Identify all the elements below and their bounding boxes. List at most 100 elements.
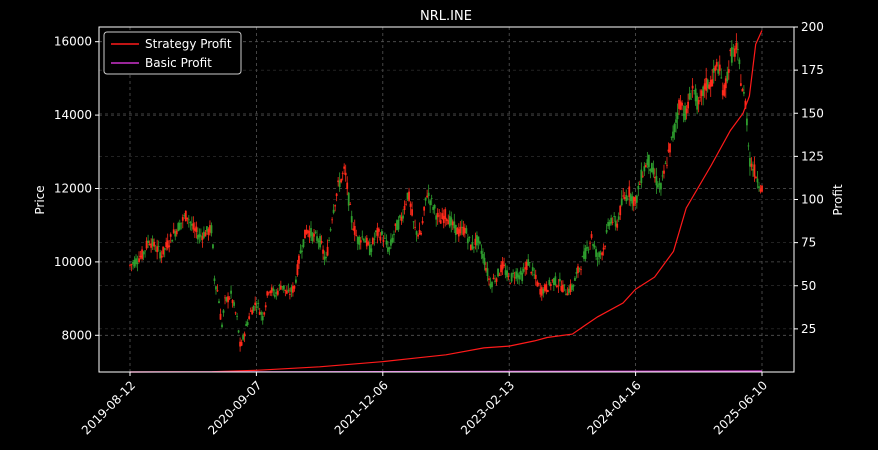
candle-body: [521, 272, 524, 282]
candle-body: [396, 220, 398, 231]
candle-body: [245, 324, 248, 326]
candle-body: [664, 163, 667, 165]
candle-body: [322, 249, 324, 254]
candle-body: [412, 221, 415, 223]
candle-body: [750, 163, 753, 167]
candle-body: [504, 270, 507, 275]
candle-body: [667, 149, 670, 152]
candle-body: [637, 185, 640, 190]
candle-body: [441, 213, 444, 220]
candle-body: [341, 173, 344, 174]
candle-body: [368, 244, 371, 255]
candle-body: [418, 229, 421, 235]
candle-body: [204, 232, 207, 237]
candle-body: [402, 215, 404, 219]
candle-body: [752, 169, 754, 171]
candle-body: [364, 240, 367, 243]
candle-body: [165, 242, 168, 248]
candle-body: [631, 196, 634, 204]
candle-body: [528, 262, 531, 263]
candle-body: [525, 261, 528, 270]
candle-body: [427, 192, 430, 197]
y-axis-left: 8000 10000 12000 14000 16000: [54, 35, 99, 342]
candle-body: [138, 258, 140, 263]
candle-body: [325, 256, 327, 258]
candle-body: [195, 226, 198, 232]
candle-body: [314, 231, 317, 233]
candle-body: [718, 64, 721, 71]
candle-body: [746, 118, 748, 126]
candle-body: [635, 195, 638, 203]
candle-body: [310, 228, 312, 236]
candle-body: [652, 167, 655, 175]
candle-body: [305, 229, 308, 234]
candle-body: [546, 290, 549, 292]
candle-body: [376, 227, 379, 236]
candle-body: [694, 88, 697, 102]
candle-body: [620, 198, 623, 206]
candle-body: [136, 262, 139, 265]
candle-body: [483, 257, 486, 265]
candle-body: [290, 287, 293, 292]
candle-body: [617, 216, 620, 220]
candle-body: [641, 175, 644, 177]
candle-body: [755, 177, 757, 179]
strategy-profit-line: [129, 30, 763, 373]
candle-body: [611, 221, 614, 223]
candle-body: [703, 83, 706, 90]
y-tick-label: 8000: [61, 328, 92, 342]
candle-body: [370, 248, 373, 252]
y2-tick-label: 25: [801, 322, 816, 336]
candle-body: [423, 206, 426, 211]
candle-body: [150, 243, 153, 248]
candle-body: [647, 154, 650, 168]
candle-body: [156, 246, 159, 253]
candle-body: [741, 89, 744, 92]
candle-body: [480, 250, 483, 254]
candle-body: [397, 219, 400, 230]
candle-body: [311, 232, 314, 242]
candle-body: [601, 252, 604, 256]
candle-body: [460, 226, 463, 228]
candle-body: [338, 180, 341, 188]
candle-body: [415, 231, 418, 235]
candle-body: [359, 240, 362, 243]
candle-body: [337, 180, 340, 183]
candle-body: [264, 305, 267, 308]
candle-body: [739, 83, 742, 86]
candle-body: [516, 273, 519, 278]
candle-body: [479, 241, 481, 244]
candle-body: [727, 69, 730, 73]
candle-body: [246, 322, 249, 325]
candle-body: [649, 168, 652, 172]
candle-body: [638, 184, 641, 186]
candle-body: [417, 234, 419, 237]
candle-body: [279, 285, 282, 290]
candle-body: [285, 290, 288, 294]
candle-body: [206, 226, 208, 232]
candle-body: [602, 247, 605, 250]
candle-body: [747, 145, 750, 147]
candle-body: [693, 90, 696, 92]
candle-body: [672, 131, 674, 138]
candle-body: [700, 90, 703, 97]
candle-body: [190, 223, 193, 226]
candle-body: [298, 255, 300, 264]
candle-body: [712, 68, 715, 73]
candle-body: [199, 235, 202, 237]
candle-body: [456, 227, 459, 235]
candle-body: [387, 247, 389, 252]
candle-body: [623, 197, 626, 200]
y2-tick-label: 200: [801, 20, 824, 34]
candle-body: [249, 310, 252, 312]
candle-body: [527, 259, 530, 266]
candle-body: [495, 278, 498, 282]
candle-body: [580, 269, 582, 271]
candle-body: [408, 191, 410, 201]
candle-body: [233, 302, 235, 306]
candle-body: [554, 276, 557, 286]
candle-body: [453, 221, 456, 229]
candle-body: [759, 189, 762, 192]
candle-body: [697, 100, 700, 105]
candle-body: [506, 270, 508, 278]
